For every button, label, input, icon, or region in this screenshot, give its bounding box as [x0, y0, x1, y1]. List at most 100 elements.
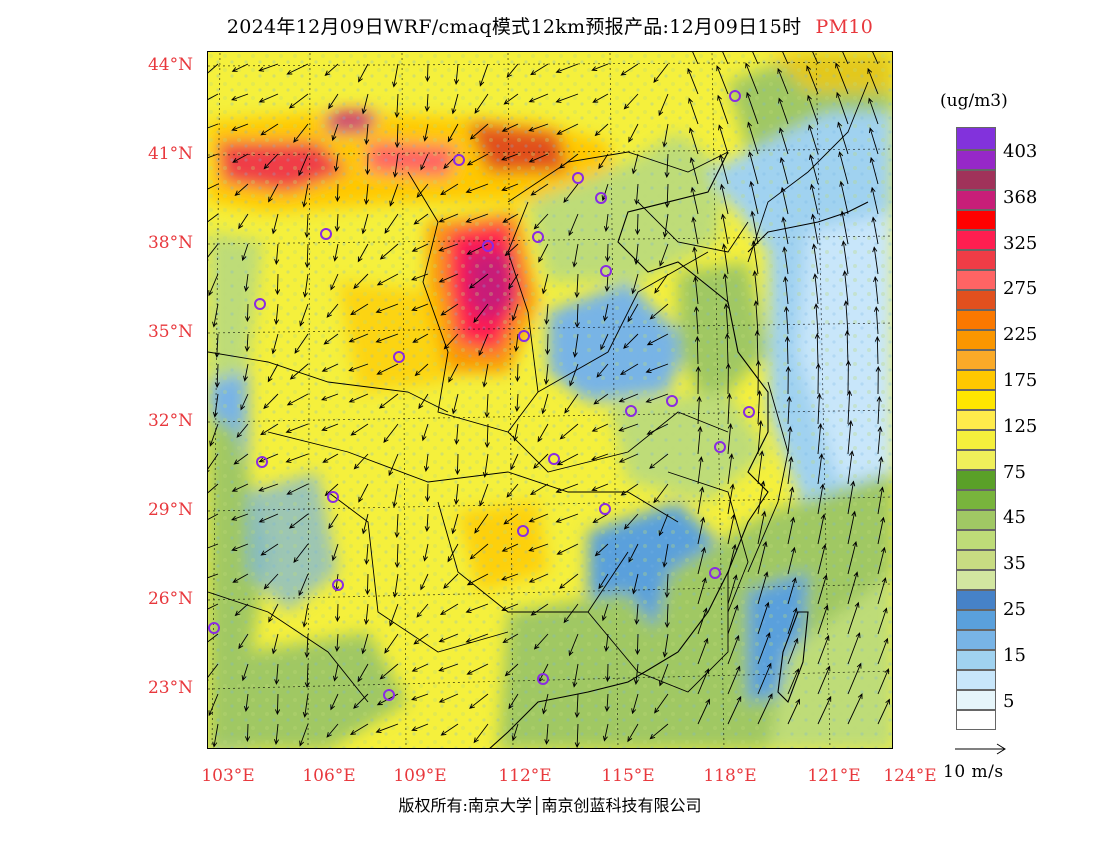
wind-vector: [231, 123, 249, 131]
city-marker: [482, 240, 494, 252]
wind-vector: [511, 723, 519, 742]
wind-vector: [817, 574, 828, 605]
wind-vector: [212, 393, 219, 418]
wind-vector: [604, 273, 610, 293]
wind-vector: [304, 663, 310, 689]
lon-label: 109°E: [393, 766, 447, 786]
wind-vector: [751, 240, 759, 275]
wind-vector: [697, 577, 707, 605]
wind-vector: [649, 453, 669, 469]
wind-vector: [757, 632, 771, 665]
wind-vector: [298, 153, 309, 177]
wind-vector: [439, 603, 459, 615]
wind-vector: [321, 363, 339, 372]
wind-vector: [716, 65, 729, 95]
wind-vector: [258, 63, 279, 72]
wind-vector: [438, 243, 459, 252]
city-marker: [393, 351, 405, 363]
wind-vector: [634, 603, 640, 625]
wind-vector: [268, 183, 279, 203]
wind-vector: [243, 273, 249, 292]
wind-vector: [877, 637, 889, 665]
wind-vector: [466, 153, 489, 166]
wind-vector: [817, 483, 825, 515]
wind-vector: [506, 63, 519, 78]
legend-swatch: [956, 310, 996, 330]
wind-vector: [697, 698, 710, 725]
wind-vector: [785, 365, 791, 395]
wind-vector: [288, 513, 309, 529]
legend-swatch: [956, 127, 996, 150]
wind-vector: [868, 97, 879, 125]
wind-vector: [591, 63, 609, 71]
wind-vector: [258, 93, 279, 103]
wind-vector: [693, 276, 699, 305]
wind-vector: [361, 633, 369, 655]
wind-vector: [208, 63, 219, 74]
wind-vector: [240, 393, 249, 411]
city-marker: [383, 689, 395, 701]
wind-vector: [389, 603, 399, 627]
wind-vector: [504, 663, 519, 677]
wind-vector: [782, 246, 789, 275]
wind-vector: [285, 453, 309, 463]
wind-vector: [631, 693, 639, 715]
wind-vector: [465, 213, 489, 223]
wind-vector: [810, 213, 819, 245]
wind-vector: [440, 723, 459, 736]
wind-vector: [718, 124, 729, 155]
wind-vector: [875, 365, 881, 395]
wind-vector: [375, 333, 399, 343]
wind-vector: [260, 123, 279, 136]
wind-vector: [873, 306, 880, 335]
legend-label: 325: [1003, 232, 1038, 254]
legend-swatch: [956, 210, 996, 230]
wind-vector: [243, 363, 249, 382]
wind-vector: [293, 543, 309, 564]
wind-vector: [348, 363, 369, 372]
wind-vector: [811, 243, 819, 275]
wind-vector: [349, 723, 369, 735]
wind-vector: [421, 423, 429, 442]
wind-vector: [836, 91, 849, 125]
wind-vector: [484, 393, 490, 419]
legend-swatch: [956, 410, 996, 430]
wind-vector: [443, 333, 459, 350]
wind-vector: [258, 453, 279, 463]
wind-vector: [645, 393, 669, 403]
city-marker: [320, 228, 332, 240]
wind-vector: [348, 393, 369, 403]
wind-vector: [631, 153, 639, 175]
wind-vector: [750, 210, 759, 245]
wind-vector: [479, 63, 489, 87]
lon-label: 103°E: [201, 766, 255, 786]
wind-vector: [298, 573, 309, 597]
wind-vector: [594, 123, 609, 137]
wind-vector: [662, 543, 669, 568]
wind-vector: [877, 668, 890, 695]
wind-vector: [469, 693, 489, 709]
wind-vector: [634, 633, 641, 656]
wind-vector: [379, 663, 399, 680]
wind-vector: [332, 663, 339, 682]
wind-vector: [503, 93, 519, 105]
wind-vector: [232, 573, 249, 583]
legend-swatch: [956, 490, 996, 510]
wind-vector: [448, 363, 459, 383]
wind-vector: [208, 663, 219, 681]
wind-vector: [748, 151, 759, 185]
wind-vector: [664, 153, 670, 179]
city-marker: [518, 330, 530, 342]
wind-vector: [208, 513, 219, 520]
wind-vector: [817, 453, 824, 485]
wind-vector: [466, 663, 489, 675]
wind-vector: [364, 153, 371, 176]
wind-vector: [877, 456, 884, 485]
wind-vector: [361, 93, 369, 115]
wind-vector: [574, 303, 580, 329]
wind-vector: [840, 210, 849, 245]
wind-vector: [574, 693, 580, 719]
wind-vector: [544, 333, 551, 356]
wind-vector: [234, 603, 249, 617]
wind-vector: [268, 603, 279, 623]
